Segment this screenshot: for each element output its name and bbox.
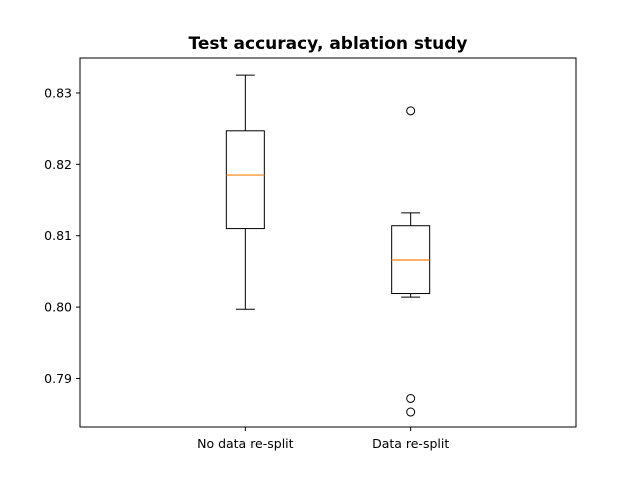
outlier-point	[406, 393, 416, 403]
outlier-point	[406, 407, 416, 417]
y-axis: 0.79 0.80 0.81 0.82 0.83	[44, 85, 80, 386]
chart-title: Test accuracy, ablation study	[188, 34, 467, 54]
outlier-point	[406, 106, 416, 116]
x-tick-label: No data re-split	[197, 436, 294, 451]
y-tick-label: 0.81	[44, 228, 72, 243]
x-tick-label: Data re-split	[372, 436, 449, 451]
x-axis: No data re-split Data re-split	[197, 427, 449, 451]
boxes	[225, 74, 431, 417]
box-iqr	[225, 130, 265, 230]
y-tick-label: 0.83	[44, 85, 72, 100]
y-tick-label: 0.82	[44, 157, 72, 172]
box-group	[225, 74, 265, 310]
box-group	[391, 106, 431, 417]
y-tick-label: 0.79	[44, 371, 72, 386]
plot-frame	[79, 57, 577, 428]
y-tick-label: 0.80	[44, 300, 72, 315]
